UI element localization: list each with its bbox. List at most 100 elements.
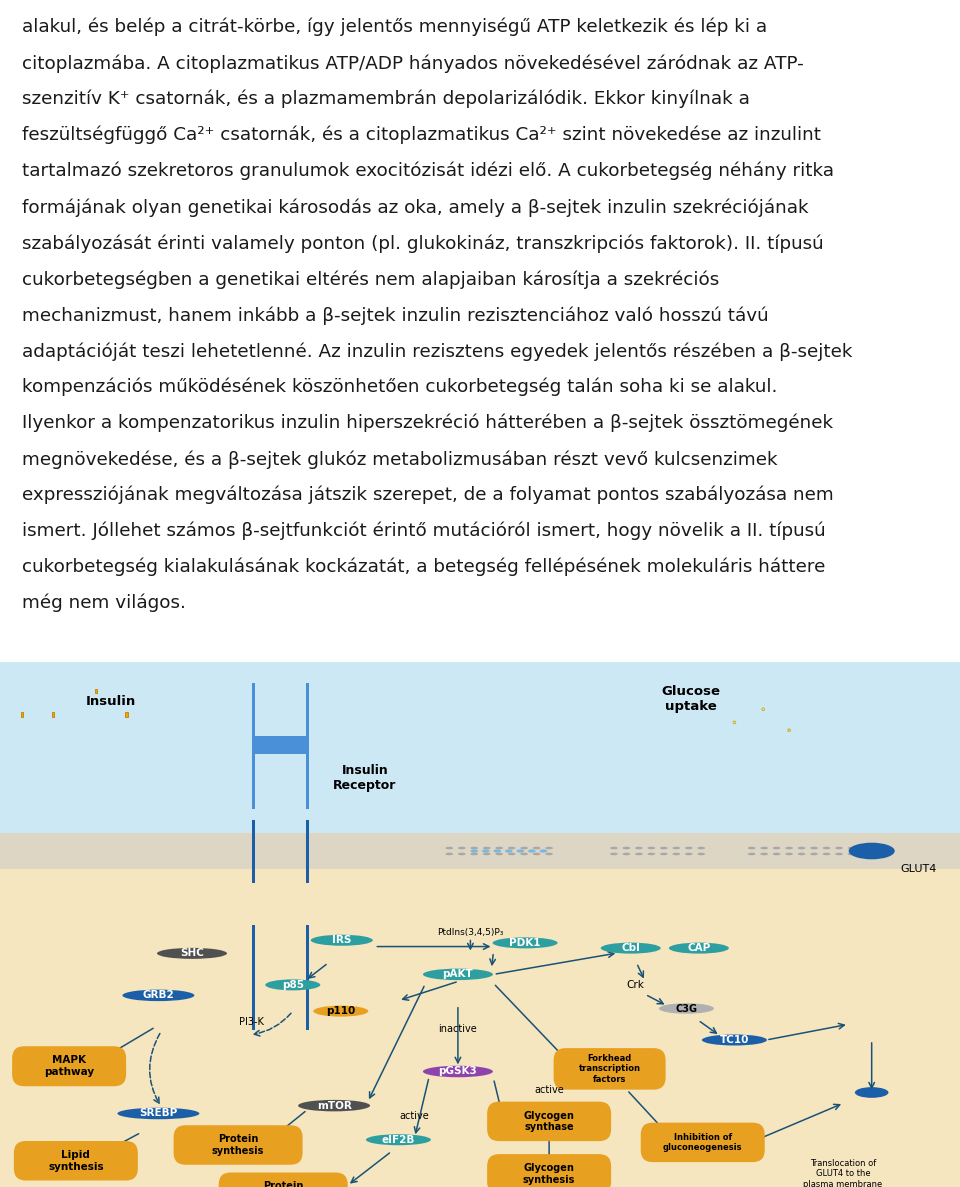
FancyBboxPatch shape: [174, 1125, 302, 1164]
Bar: [95, 688, 97, 693]
Ellipse shape: [298, 1100, 370, 1111]
Ellipse shape: [810, 846, 818, 850]
Ellipse shape: [601, 942, 660, 953]
Ellipse shape: [673, 852, 681, 856]
Bar: [0, 662, 960, 851]
Ellipse shape: [684, 852, 693, 856]
Ellipse shape: [697, 852, 706, 856]
Text: Crk: Crk: [627, 980, 644, 990]
Ellipse shape: [505, 850, 513, 852]
Ellipse shape: [508, 846, 516, 850]
Ellipse shape: [669, 942, 729, 953]
Bar: [306, 819, 309, 882]
Ellipse shape: [157, 948, 227, 959]
FancyBboxPatch shape: [554, 1048, 665, 1090]
FancyBboxPatch shape: [12, 1046, 126, 1086]
Bar: [252, 925, 255, 1029]
Text: p110: p110: [326, 1007, 355, 1016]
Circle shape: [762, 707, 764, 711]
Ellipse shape: [545, 846, 553, 850]
Text: Forkhead
transcription
factors: Forkhead transcription factors: [579, 1054, 640, 1084]
Ellipse shape: [458, 852, 466, 856]
Text: inactive: inactive: [439, 1024, 477, 1035]
Ellipse shape: [748, 852, 756, 856]
Ellipse shape: [458, 846, 466, 850]
Circle shape: [733, 721, 735, 724]
Ellipse shape: [760, 852, 768, 856]
Ellipse shape: [673, 846, 681, 850]
Ellipse shape: [520, 846, 528, 850]
Text: TC10: TC10: [720, 1035, 749, 1045]
Text: Insulin: Insulin: [85, 694, 135, 707]
Text: feszültségfüggő Ca²⁺ csatornák, és a citoplazmatikus Ca²⁺ szint növekedése az in: feszültségfüggő Ca²⁺ csatornák, és a cit…: [22, 126, 821, 145]
Text: még nem világos.: még nem világos.: [22, 594, 186, 612]
Ellipse shape: [117, 1107, 200, 1119]
Ellipse shape: [533, 852, 540, 856]
Bar: [252, 736, 309, 754]
Text: cukorbetegség kialakulásának kockázatát, a betegség fellépésének molekuláris hát: cukorbetegség kialakulásának kockázatát,…: [22, 558, 826, 577]
Ellipse shape: [528, 850, 536, 852]
Ellipse shape: [495, 852, 503, 856]
Ellipse shape: [470, 850, 478, 852]
Text: pAKT: pAKT: [443, 970, 473, 979]
Text: SHC: SHC: [180, 948, 204, 958]
Text: GLUT4: GLUT4: [900, 864, 937, 875]
FancyBboxPatch shape: [219, 1173, 348, 1187]
Text: MAPK
pathway: MAPK pathway: [44, 1055, 94, 1077]
Circle shape: [788, 729, 790, 731]
Ellipse shape: [798, 846, 805, 850]
Text: citoplazmába. A citoplazmatikus ATP/ADP hányados növekedésével záródnak az ATP-: citoplazmába. A citoplazmatikus ATP/ADP …: [22, 53, 804, 72]
Text: kompenzációs működésének köszönhetően cukorbetegség talán soha ki se alakul.: kompenzációs működésének köszönhetően cu…: [22, 377, 778, 396]
Ellipse shape: [482, 850, 490, 852]
Ellipse shape: [798, 852, 805, 856]
Ellipse shape: [835, 846, 843, 850]
Ellipse shape: [483, 852, 491, 856]
FancyBboxPatch shape: [13, 1141, 138, 1181]
Text: eIF2B: eIF2B: [382, 1135, 415, 1144]
Ellipse shape: [647, 852, 656, 856]
Ellipse shape: [495, 846, 503, 850]
Text: Lipid
synthesis: Lipid synthesis: [48, 1150, 104, 1172]
Ellipse shape: [622, 852, 630, 856]
Ellipse shape: [702, 1035, 767, 1046]
Bar: [126, 712, 128, 717]
Ellipse shape: [493, 850, 501, 852]
Ellipse shape: [622, 846, 630, 850]
FancyBboxPatch shape: [487, 1154, 612, 1187]
Ellipse shape: [445, 846, 453, 850]
Text: adaptációját teszi lehetetlenné. Az inzulin rezisztens egyedek jelentős részében: adaptációját teszi lehetetlenné. Az inzu…: [22, 342, 852, 361]
Ellipse shape: [659, 1003, 714, 1014]
Ellipse shape: [854, 1087, 889, 1098]
Text: CAP: CAP: [687, 944, 710, 953]
Ellipse shape: [611, 852, 618, 856]
Ellipse shape: [540, 850, 547, 852]
Ellipse shape: [748, 846, 756, 850]
Ellipse shape: [265, 979, 321, 990]
Ellipse shape: [445, 852, 453, 856]
Ellipse shape: [516, 850, 524, 852]
Text: ismert. Jóllehet számos β-sejtfunkciót érintő mutációról ismert, hogy növelik a : ismert. Jóllehet számos β-sejtfunkciót é…: [22, 522, 826, 540]
Ellipse shape: [492, 938, 558, 948]
Ellipse shape: [636, 846, 643, 850]
Ellipse shape: [848, 846, 855, 850]
Text: formájának olyan genetikai károsodás az oka, amely a β-sejtek inzulin szekréciój: formájának olyan genetikai károsodás az …: [22, 198, 808, 216]
Text: p85: p85: [282, 980, 303, 990]
Text: Glycogen
synthase: Glycogen synthase: [524, 1111, 574, 1132]
Text: GRB2: GRB2: [142, 990, 175, 1001]
Ellipse shape: [483, 846, 491, 850]
Bar: [0, 832, 960, 869]
Text: Cbl: Cbl: [621, 944, 640, 953]
Text: active: active: [400, 1111, 429, 1122]
Text: Insulin
Receptor: Insulin Receptor: [333, 763, 396, 792]
Text: Inhibition of
gluconeogenesis: Inhibition of gluconeogenesis: [663, 1132, 742, 1153]
FancyBboxPatch shape: [640, 1123, 765, 1162]
Ellipse shape: [636, 852, 643, 856]
Ellipse shape: [311, 934, 372, 946]
Ellipse shape: [773, 852, 780, 856]
Ellipse shape: [423, 1066, 492, 1078]
Ellipse shape: [470, 852, 478, 856]
Ellipse shape: [660, 846, 668, 850]
Ellipse shape: [684, 846, 693, 850]
Text: Ilyenkor a kompenzatorikus inzulin hiperszekréció hátterében a β-sejtek össztöme: Ilyenkor a kompenzatorikus inzulin hiper…: [22, 414, 833, 432]
Text: Glucose
uptake: Glucose uptake: [661, 685, 721, 712]
